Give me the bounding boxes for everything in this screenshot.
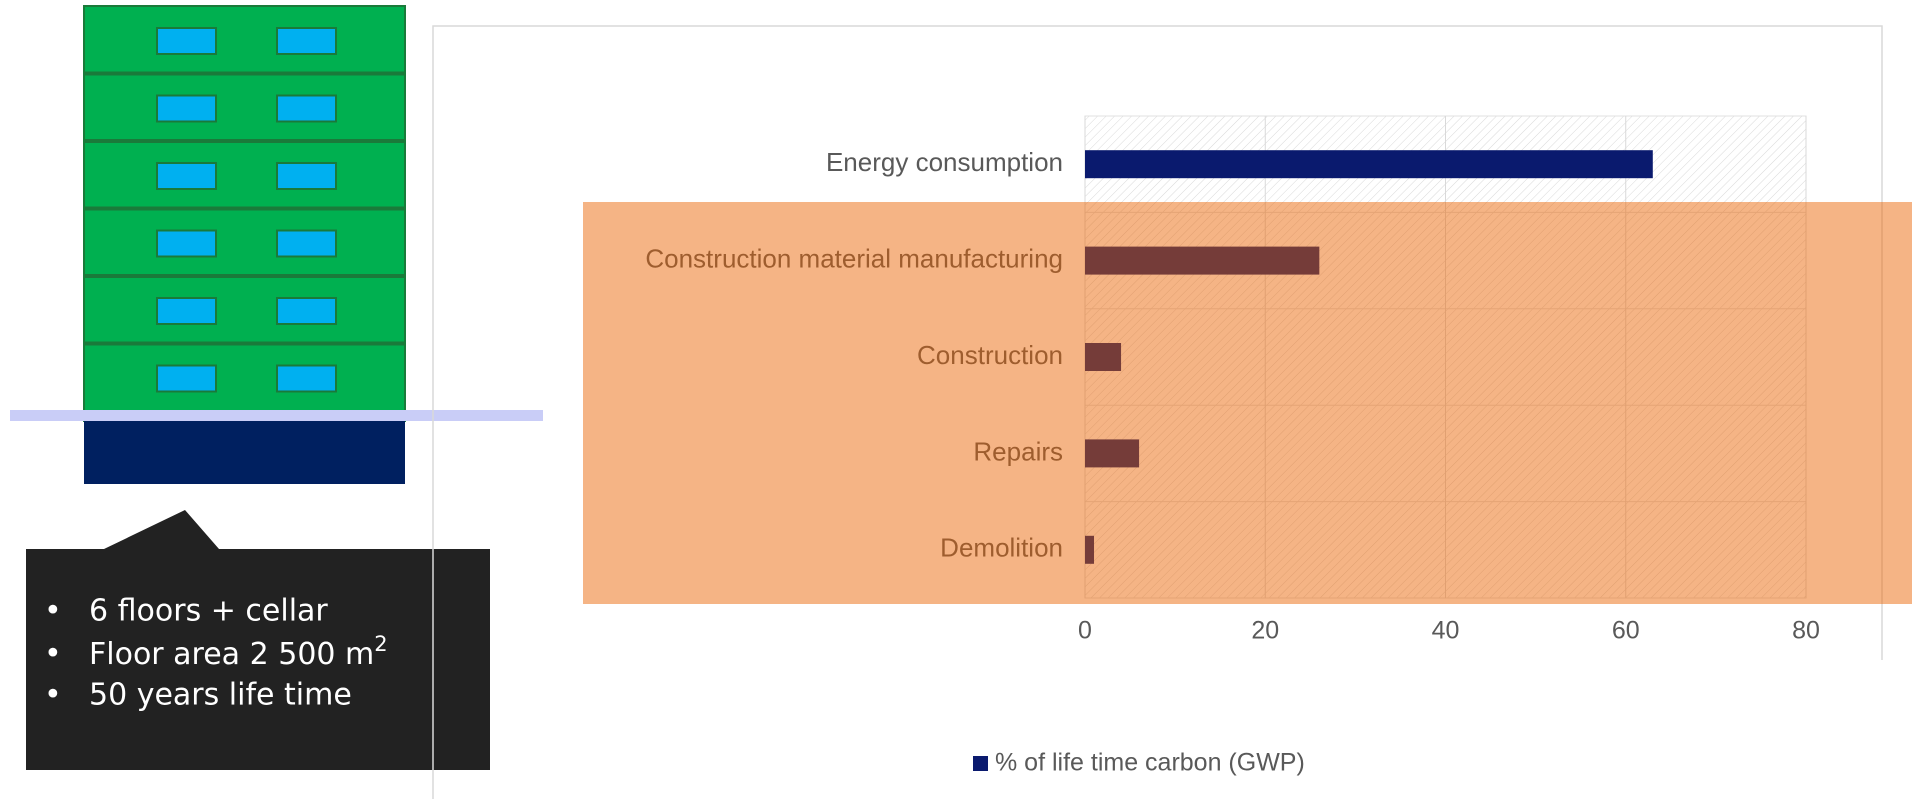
window — [157, 163, 216, 189]
x-tick-label: 0 — [1078, 617, 1092, 645]
window — [277, 28, 336, 54]
window — [157, 231, 216, 257]
callout: • 6 floors + cellar • Floor area 2 500 m… — [26, 510, 490, 770]
window — [157, 28, 216, 54]
legend-swatch — [973, 756, 988, 771]
window — [277, 298, 336, 324]
window — [157, 366, 216, 392]
floor-divider — [84, 274, 405, 278]
legend-label: % of life time carbon (GWP) — [995, 749, 1305, 777]
callout-text: Floor area 2 500 m — [89, 637, 374, 672]
window — [277, 366, 336, 392]
callout-item: 6 floors + cellar — [89, 594, 328, 629]
callout-sup: 2 — [374, 632, 387, 656]
bullet: • — [44, 637, 62, 672]
bullet: • — [44, 594, 62, 629]
callout-item: Floor area 2 500 m2 — [89, 632, 388, 672]
x-tick-label: 20 — [1251, 617, 1279, 645]
page: {"callout": {"items": ["6 floors + cella… — [0, 0, 1912, 799]
x-tick-label: 60 — [1612, 617, 1640, 645]
window — [277, 163, 336, 189]
callout-item: 50 years life time — [89, 678, 352, 713]
x-tick-label: 80 — [1792, 617, 1820, 645]
window — [157, 298, 216, 324]
bar — [1085, 150, 1653, 178]
window — [157, 96, 216, 122]
floor-divider — [84, 342, 405, 346]
bullet: • — [44, 678, 62, 713]
slide: • 6 floors + cellar • Floor area 2 500 m… — [0, 0, 1912, 799]
window — [277, 231, 336, 257]
building — [10, 6, 543, 484]
floor-divider — [84, 207, 405, 211]
x-tick-label: 40 — [1432, 617, 1460, 645]
highlight-overlay — [583, 202, 1912, 604]
window — [277, 96, 336, 122]
floor-divider — [84, 139, 405, 143]
category-label: Energy consumption — [826, 147, 1063, 177]
floor-divider — [84, 72, 405, 76]
